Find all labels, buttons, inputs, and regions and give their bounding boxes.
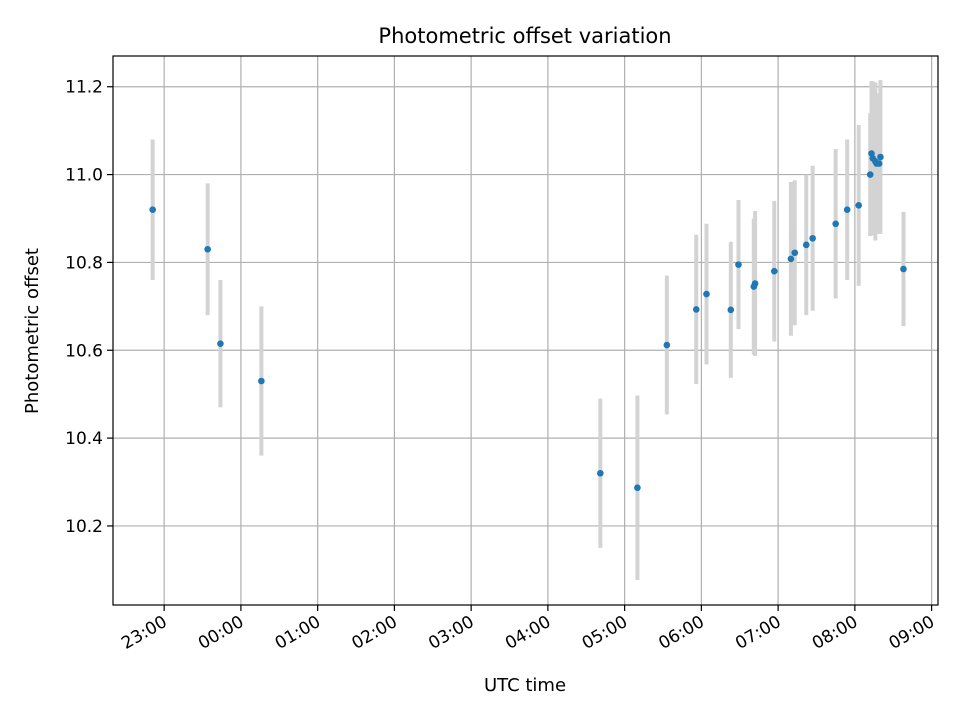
- y-tick-label: 11.2: [65, 78, 103, 98]
- y-axis: 10.2 10.4 10.6 10.8 11.0 11.2: [65, 78, 113, 537]
- data-point: [832, 220, 839, 228]
- data-point: [855, 202, 862, 209]
- data-point: [663, 341, 671, 349]
- data-point: [770, 267, 778, 275]
- data-point: [866, 171, 874, 178]
- data-point: [258, 377, 265, 385]
- plot-frame: [112, 55, 939, 606]
- data-point: [875, 160, 883, 167]
- data-point: [727, 306, 735, 314]
- y-tick-label: 10.8: [65, 253, 103, 273]
- data-point: [809, 234, 816, 242]
- data-point: [900, 265, 907, 273]
- data-point: [802, 241, 810, 249]
- data-points: [149, 150, 907, 492]
- y-tick-label: 11.0: [65, 166, 103, 186]
- data-point: [877, 153, 884, 161]
- data-point: [217, 340, 224, 347]
- grid: [113, 56, 938, 605]
- data-point: [149, 206, 156, 214]
- y-tick-label: 10.2: [65, 517, 103, 537]
- data-point: [787, 255, 795, 263]
- chart-title: Photometric offset variation: [378, 24, 671, 48]
- data-point: [791, 249, 799, 257]
- data-point: [692, 306, 700, 313]
- data-point: [703, 290, 710, 298]
- x-axis-label: UTC time: [484, 675, 566, 696]
- y-tick-label: 10.4: [65, 429, 103, 449]
- data-point: [597, 469, 604, 477]
- data-point: [735, 261, 742, 268]
- data-point: [634, 484, 641, 492]
- data-point: [204, 245, 211, 253]
- data-point: [843, 206, 851, 214]
- y-tick-label: 10.6: [65, 341, 103, 361]
- y-axis-label: Photometric offset: [22, 248, 43, 414]
- data-point: [751, 280, 759, 287]
